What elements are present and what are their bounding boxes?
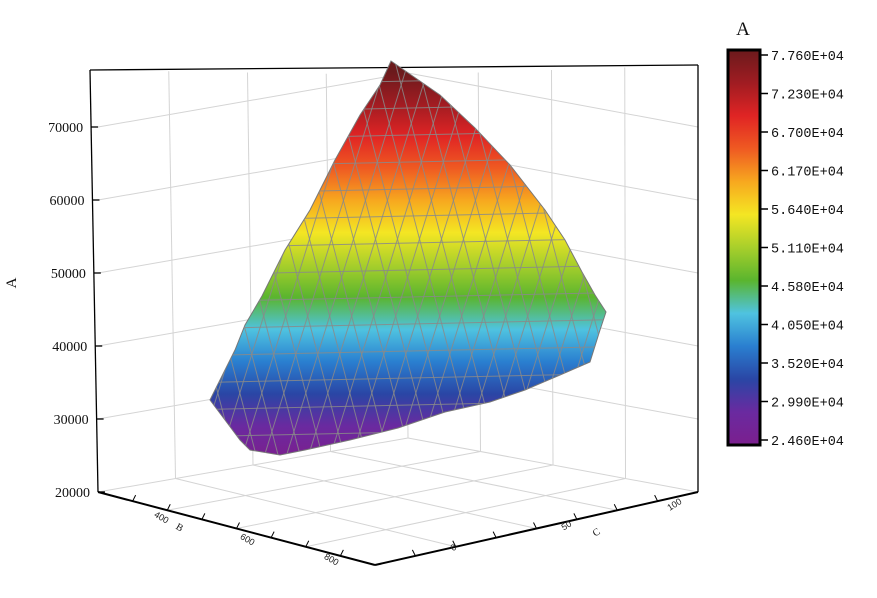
grid-line [252,464,537,529]
colorbar-tick-label: 7.760E+04 [771,50,844,65]
mesh-line [281,61,413,455]
grid-walls [97,67,699,548]
colorbar-tick-label: 7.230E+04 [771,89,844,104]
y-axis-label: C [591,526,603,539]
mesh-line [589,61,606,455]
colorbar-tick-label: 5.640E+04 [771,204,844,219]
y-tick [411,549,416,557]
z-axis-label: A [4,277,20,288]
x-tick [236,522,240,529]
surface-fill [209,60,607,456]
colorbar-tick-label: 2.460E+04 [771,435,844,450]
mesh-line [210,318,606,330]
z-tick-label: 70000 [48,121,83,136]
z-axis: 20000 30000 40000 50000 60000 70000 [48,121,105,501]
mesh-line [62,50,172,470]
colorbar-tick-label: 2.990E+04 [771,397,844,412]
colorbar-tick-label: 6.170E+04 [771,166,844,181]
colorbar [726,48,762,447]
y-tick [573,513,578,520]
mesh-line [347,61,479,455]
grid-line [168,71,176,479]
colorbar-tick-label: 4.050E+04 [771,320,844,335]
colorbar-ticks: 7.760E+04 7.230E+04 6.700E+04 6.170E+04 5.64… [760,50,844,450]
grid-line [305,478,626,548]
mesh-line [40,50,150,470]
mesh-line [0,50,126,470]
z-tick-label: 60000 [49,194,84,209]
mesh-line [0,50,104,470]
z-axis-line [89,69,99,493]
mesh-line [18,50,128,470]
mesh-line [325,61,457,455]
mesh-line [347,61,459,455]
y-tick [613,504,618,511]
mesh-line [0,50,62,470]
y-tick [452,540,457,547]
mesh-line [40,50,170,470]
mesh-line [589,61,606,455]
z-tick-label: 40000 [52,340,87,355]
mesh-line [0,50,16,470]
mesh-line [210,61,239,455]
mesh-line [391,61,503,455]
x-axis-label: B [174,521,186,534]
mesh-line [18,50,148,470]
mesh-line [369,61,481,455]
z-tick-label: 20000 [55,486,90,501]
mesh-line [656,50,786,470]
mesh-line [259,61,391,455]
mesh-line [303,61,435,455]
x-tick-label: 400 [152,509,170,525]
x-tick [305,540,310,547]
mesh-line [0,50,18,470]
y-tick [492,531,497,538]
grid-line [407,437,699,493]
y-tick-label: 50 [560,519,574,533]
colorbar-title: A [736,19,750,40]
y-tick [533,522,537,529]
z-tick-label: 30000 [54,413,89,428]
grid-line [97,437,409,493]
mesh-line [0,50,82,470]
colorbar-tick-label: 3.520E+04 [771,358,844,373]
mesh-line [210,61,261,455]
grid-line [624,67,626,479]
colorbar-tick-label: 4.580E+04 [771,281,844,296]
mesh-line [0,50,40,470]
mesh-line [0,50,84,470]
mesh-line [0,50,60,470]
x-tick-label: 800 [322,551,340,567]
mesh-line [210,345,606,357]
mesh-line [0,50,38,470]
z-tick-label: 50000 [51,267,86,282]
x-tick [201,513,206,520]
x-tick [132,494,137,502]
mesh-line [210,61,217,455]
colorbar-tick-label: 5.110E+04 [771,243,844,258]
y-tick [654,494,659,502]
colorbar-tick-label: 6.700E+04 [771,127,844,142]
mesh-line [210,61,215,455]
y-tick-label: 0 [449,542,459,553]
x-tick [270,531,275,538]
x-tick [166,504,171,511]
x-tick [339,549,344,557]
mesh-line [0,50,106,470]
grid-line [330,451,618,511]
